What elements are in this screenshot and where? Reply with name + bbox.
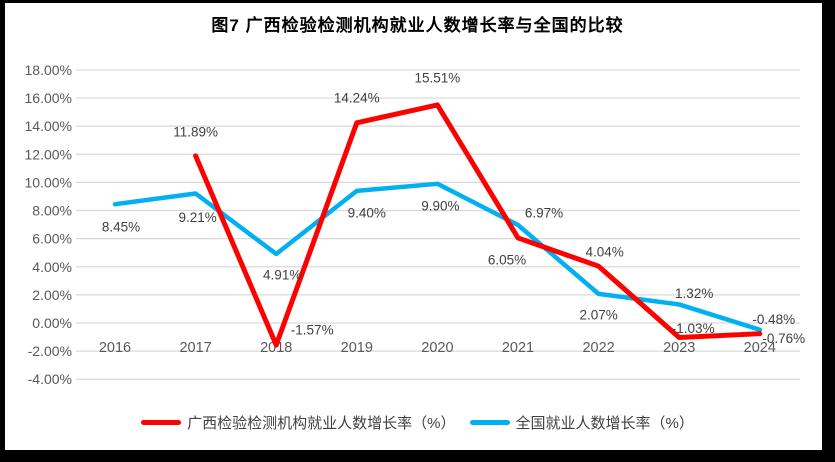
- x-axis-tick-label: 2020: [421, 340, 453, 356]
- y-axis-tick-label: -4.00%: [28, 371, 72, 387]
- data-label: -0.48%: [752, 312, 795, 327]
- data-label: 4.91%: [263, 267, 301, 282]
- y-axis-tick-label: 18.00%: [25, 62, 72, 78]
- legend-marker-red-line: [141, 420, 182, 425]
- legend: 广西检验检测机构就业人数增长率（%） 全国就业人数增长率（%）: [0, 412, 835, 433]
- y-axis-tick-label: 8.00%: [32, 203, 72, 219]
- x-axis-tick-label: 2017: [179, 340, 211, 356]
- legend-item-guangxi: 广西检验检测机构就业人数增长率（%）: [141, 412, 456, 433]
- x-axis-tick-label: 2018: [260, 340, 292, 356]
- chart-title: 图7 广西检验检测机构就业人数增长率与全国的比较: [211, 16, 624, 35]
- data-label: 6.97%: [525, 206, 563, 221]
- data-label: 15.51%: [415, 70, 461, 85]
- legend-label-national: 全国就业人数增长率（%）: [515, 415, 694, 432]
- x-axis-tick-label: 2024: [744, 340, 776, 356]
- data-label: 2.07%: [579, 307, 617, 322]
- legend-marker-blue-line: [469, 420, 510, 425]
- data-label: 14.24%: [334, 90, 380, 105]
- data-label: -1.03%: [672, 321, 715, 336]
- y-axis-tick-label: 4.00%: [32, 259, 72, 275]
- y-axis-tick-label: 6.00%: [32, 231, 72, 247]
- x-axis-tick-label: 2022: [582, 340, 614, 356]
- y-axis-tick-label: 2.00%: [32, 287, 72, 303]
- data-label: 8.45%: [102, 220, 140, 235]
- data-label: 9.90%: [421, 198, 459, 213]
- x-axis-tick-label: 2021: [502, 340, 534, 356]
- data-label: 4.04%: [585, 245, 623, 260]
- y-axis-tick-label: 12.00%: [25, 146, 72, 162]
- legend-item-national: 全国就业人数增长率（%）: [469, 412, 694, 433]
- x-axis-tick-label: 2019: [341, 340, 373, 356]
- data-label: 6.05%: [488, 252, 526, 267]
- legend-label-guangxi: 广西检验检测机构就业人数增长率（%）: [187, 415, 456, 432]
- data-label: 9.40%: [348, 205, 386, 220]
- data-label: 11.89%: [173, 124, 218, 139]
- data-label: 1.32%: [675, 286, 713, 301]
- y-axis-tick-label: 0.00%: [32, 315, 72, 331]
- data-label: 9.21%: [178, 210, 216, 225]
- y-axis-tick-label: 10.00%: [25, 174, 72, 190]
- y-axis-tick-label: 16.00%: [25, 90, 72, 106]
- y-axis-tick-label: -2.00%: [28, 343, 72, 359]
- x-axis-tick-label: 2023: [663, 340, 695, 356]
- x-axis-tick-label: 2016: [99, 340, 131, 356]
- data-label: -1.57%: [291, 323, 334, 338]
- data-label: -0.76%: [762, 331, 805, 346]
- y-axis-tick-label: 14.00%: [25, 118, 72, 134]
- series-line-guangxi: [193, 102, 763, 348]
